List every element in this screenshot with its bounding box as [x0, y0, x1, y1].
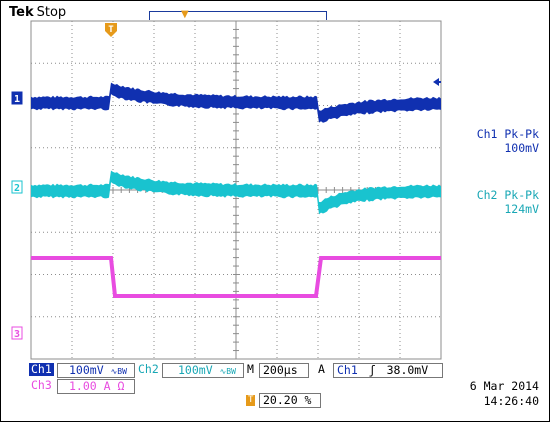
ch3-ground-marker: 3 — [11, 326, 23, 340]
brand-state: Tek Stop — [9, 5, 66, 20]
trigger-slope-icon: ʃ — [368, 363, 376, 377]
ch1-scale-box[interactable]: 100mV ∿BW — [57, 363, 135, 378]
ch2-tag[interactable]: Ch2 — [138, 362, 159, 376]
ch1-trace — [31, 82, 441, 123]
trigger-source: Ch1 — [337, 363, 358, 377]
ch1-tag[interactable]: Ch1 — [29, 362, 54, 376]
ch2-measurement-name: Ch2 Pk-Pk — [476, 188, 539, 202]
traces — [31, 82, 441, 298]
top-bar: Tek Stop ▼ — [3, 3, 549, 21]
trigger-level-arrow-icon — [433, 78, 441, 86]
trigger-position-box[interactable]: 20.20 % — [259, 393, 321, 408]
record-trigger-icon: ▼ — [181, 9, 189, 20]
trigger-level: 38.0mV — [386, 363, 429, 377]
ch1-measurement-name: Ch1 Pk-Pk — [476, 127, 539, 141]
ch1-measurement-value: 100mV — [504, 141, 539, 155]
svg-text:T: T — [108, 25, 114, 35]
status-bar: Ch1 100mV ∿BW Ch2 100mV ∿BW M 200µs A Ch… — [29, 362, 549, 408]
waveform-screen: T 1 2 3 — [11, 20, 442, 360]
ch2-coupling: ∿BW — [219, 367, 236, 376]
ch2-scale-box[interactable]: 100mV ∿BW — [162, 363, 244, 378]
ch1-scale: 100mV — [69, 363, 104, 377]
record-view-bracket — [149, 11, 327, 20]
trigger-box[interactable]: Ch1 ʃ 38.0mV — [333, 363, 443, 378]
ch2-ground-marker: 2 — [11, 180, 23, 194]
trigger-mode: A — [318, 362, 325, 376]
ch3-trace — [31, 256, 441, 298]
ch2-measurement: Ch2 Pk-Pk 124mV — [449, 188, 539, 216]
brand-logo: Tek — [9, 5, 34, 20]
svg-text:2: 2 — [14, 183, 20, 194]
ch1-measurement: Ch1 Pk-Pk 100mV — [449, 127, 539, 155]
ch3-scale: 1.00 A Ω — [69, 379, 125, 393]
timebase: 200µs — [263, 363, 298, 377]
date: 6 Mar 2014 — [469, 379, 539, 393]
trigger-position-icon: T — [246, 395, 256, 406]
ch3-scale-box[interactable]: 1.00 A Ω — [57, 379, 135, 394]
ch1-coupling: ∿BW — [110, 367, 127, 376]
timebase-box[interactable]: 200µs — [259, 363, 309, 378]
ch1-ground-marker: 1 — [11, 91, 23, 105]
time: 14:26:40 — [483, 394, 539, 408]
timebase-tag: M — [247, 362, 254, 376]
acquisition-state: Stop — [36, 5, 67, 20]
ch3-tag[interactable]: Ch3 — [31, 378, 52, 392]
screen-markers: T 1 2 3 — [11, 23, 441, 340]
ch2-scale: 100mV — [178, 363, 213, 377]
ch2-measurement-value: 124mV — [504, 202, 539, 216]
trigger-position: 20.20 % — [263, 393, 312, 407]
svg-text:3: 3 — [14, 329, 20, 340]
trigger-position-marker: T — [105, 23, 117, 37]
ch2-trace — [31, 170, 441, 215]
svg-text:1: 1 — [14, 94, 20, 105]
